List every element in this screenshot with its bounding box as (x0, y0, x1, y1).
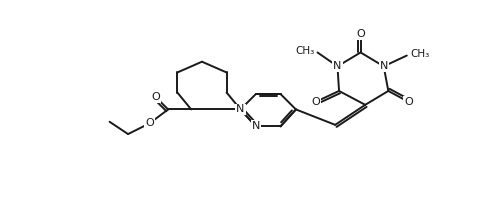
Text: O: O (151, 92, 160, 102)
Text: O: O (355, 29, 364, 39)
Text: N: N (333, 61, 341, 71)
Text: O: O (145, 118, 154, 128)
Text: N: N (251, 121, 259, 131)
Text: O: O (311, 97, 319, 107)
Text: CH₃: CH₃ (295, 46, 314, 56)
Text: O: O (403, 97, 412, 107)
Text: N: N (236, 104, 244, 115)
Text: N: N (378, 61, 387, 71)
Text: CH₃: CH₃ (409, 49, 428, 59)
